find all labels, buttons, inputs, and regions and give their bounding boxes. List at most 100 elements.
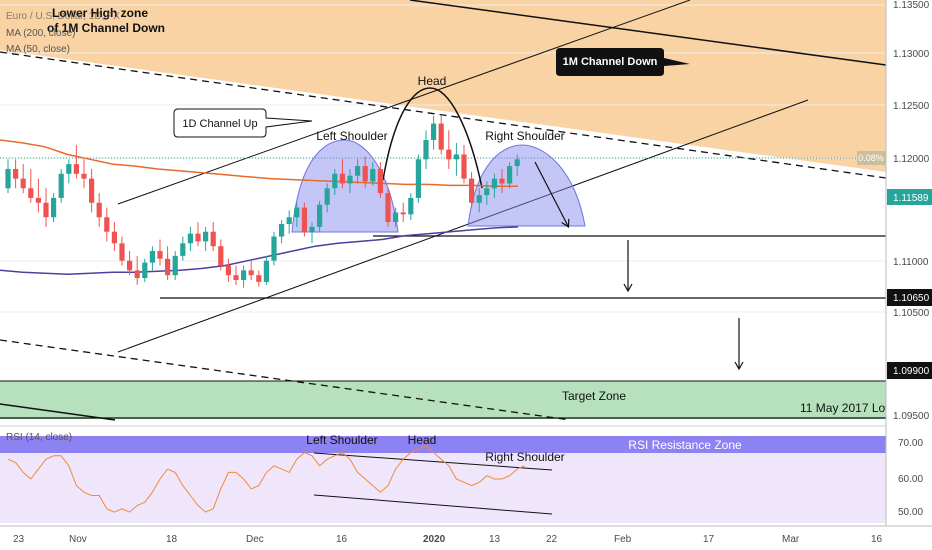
right-shoulder-arc: [467, 144, 586, 227]
price-tick: 1.12000: [893, 154, 930, 165]
target-zone: [0, 381, 886, 419]
candle-body: [104, 217, 110, 232]
candles: [5, 115, 520, 288]
level-1-badge: [887, 289, 932, 306]
candle-body: [89, 178, 95, 203]
candle-body: [461, 154, 467, 179]
candle-body: [127, 260, 133, 271]
candle-body: [324, 188, 330, 205]
time-label: 13: [489, 534, 501, 545]
level-1-badge-text: 1.10650: [893, 293, 930, 304]
candle-body: [51, 197, 57, 218]
candle-body: [301, 207, 307, 232]
rsi-tick: 60.00: [898, 474, 923, 485]
may-low-label: 11 May 2017 Low: [800, 401, 894, 415]
time-label: 22: [546, 534, 558, 545]
candle-body: [203, 231, 209, 242]
candle-body: [142, 262, 148, 279]
rsi-trend-upper: [313, 452, 553, 471]
candle-body: [134, 270, 140, 279]
candle-body: [484, 188, 490, 196]
price-tick: 1.12500: [893, 101, 930, 112]
rsi-tick: 70.00: [898, 438, 923, 449]
candle-body: [507, 166, 513, 184]
channel-down-dashed-upper: [0, 51, 887, 179]
candle-body: [111, 231, 117, 244]
level-2-badge-text: 1.09900: [893, 366, 930, 377]
candle-body: [469, 178, 475, 203]
candle-body: [286, 217, 292, 224]
candle-body: [453, 154, 459, 160]
ma50-line: [0, 226, 519, 275]
candle-body: [415, 159, 421, 198]
candle-body: [393, 212, 399, 223]
price-tick: 1.11000: [893, 257, 929, 268]
price-tick: 1.10500: [893, 308, 930, 319]
candle-body: [499, 178, 505, 184]
candle-body: [317, 204, 323, 227]
candle-body: [241, 270, 247, 280]
candle-body: [400, 212, 406, 215]
candle-body: [423, 140, 429, 160]
time-label: Mar: [782, 534, 800, 545]
candle-body: [218, 246, 224, 266]
candle-body: [187, 233, 193, 244]
candle-body: [248, 270, 254, 276]
candle-body: [309, 226, 315, 232]
candle-body: [149, 251, 155, 263]
change-badge-text: 0.08%: [858, 153, 884, 163]
time-axis[interactable]: 23 Nov 18 Dec 16 2020 13 22 Feb 17 Mar 1…: [13, 534, 883, 545]
time-label: 16: [336, 534, 348, 545]
time-label: Dec: [246, 534, 264, 545]
candle-body: [491, 178, 497, 189]
channel-up-upper-line: [117, 0, 691, 205]
time-label: 17: [703, 534, 715, 545]
rsi-resistance-label: RSI Resistance Zone: [628, 438, 742, 452]
time-label: Nov: [69, 534, 87, 545]
candle-body: [355, 166, 361, 176]
candle-body: [233, 275, 239, 280]
rsi-right-shoulder-label: Right Shoulder: [485, 450, 564, 464]
price-tick: 1.13000: [893, 49, 930, 60]
right-shoulder-label: Right Shoulder: [485, 129, 564, 143]
left-shoulder-label: Left Shoulder: [316, 129, 387, 143]
rsi-head-label: Head: [408, 433, 437, 447]
channel-up-lower-line: [117, 99, 809, 353]
candle-body: [446, 149, 452, 160]
candle-body: [165, 258, 171, 276]
candle-body: [157, 251, 163, 259]
candle-body: [279, 224, 285, 237]
candle-body: [96, 202, 102, 218]
candle-body: [13, 168, 19, 179]
candle-body: [195, 233, 201, 242]
symbol-legend: Euro / U.S. Dollar, 1D, FX: [6, 11, 120, 22]
channel-down-solid-lower: [0, 403, 116, 421]
candle-body: [431, 123, 437, 140]
change-badge: [857, 151, 886, 165]
lower-high-zone: [0, 0, 886, 172]
candle-body: [43, 202, 49, 218]
candle-body: [81, 173, 87, 179]
rsi-trend-lower: [313, 494, 553, 515]
candle-body: [514, 159, 520, 167]
candle-body: [385, 193, 391, 223]
channel-down-callout: 1M Channel Down: [556, 48, 690, 76]
ma200-legend: MA (200, close): [6, 28, 75, 39]
candle-body: [256, 275, 262, 282]
candle-body: [180, 243, 186, 256]
level-2-badge: [887, 362, 932, 379]
time-label: 16: [871, 534, 883, 545]
time-label: 23: [13, 534, 25, 545]
lower-high-zone-label: Lower High zone: [52, 6, 148, 20]
time-label: 2020: [423, 534, 446, 545]
candle-body: [20, 178, 26, 189]
rsi-background: [0, 453, 886, 523]
time-label: Feb: [614, 534, 632, 545]
rsi-line: [7, 445, 525, 513]
ma50-legend: MA (50, close): [6, 44, 70, 55]
candle-body: [370, 168, 376, 182]
price-axis[interactable]: [886, 0, 932, 526]
candle-body: [58, 173, 64, 198]
channel-down-line: [409, 0, 887, 66]
